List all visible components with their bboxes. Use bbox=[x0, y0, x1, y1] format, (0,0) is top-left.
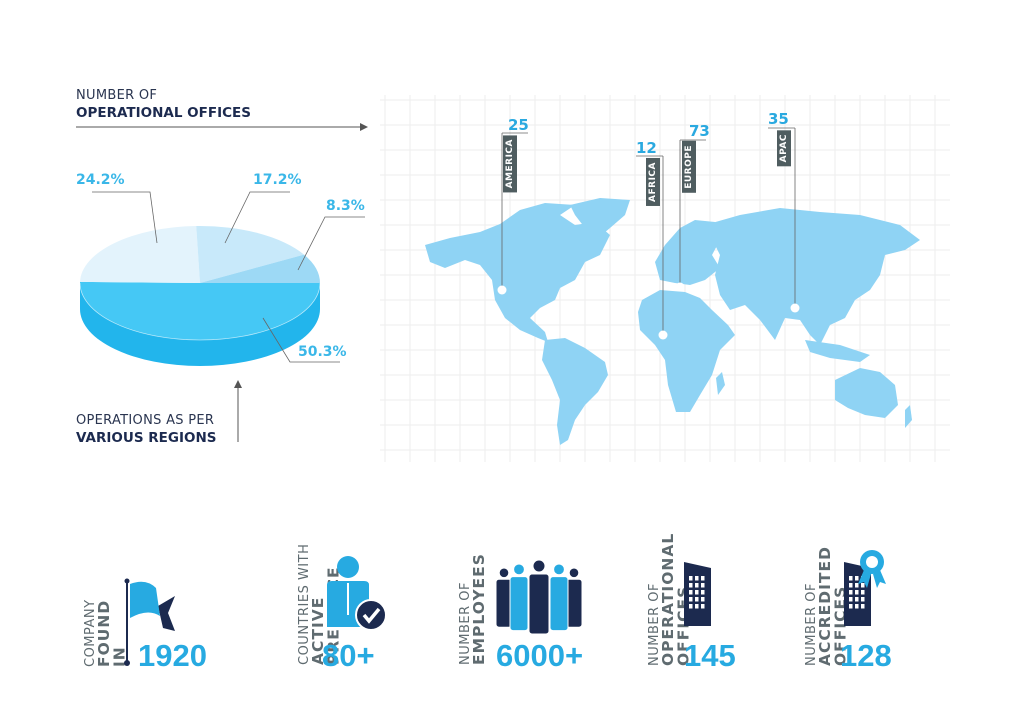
person-head bbox=[532, 560, 546, 573]
north-america bbox=[425, 203, 610, 342]
header-line2: OPERATIONAL OFFICES bbox=[76, 105, 251, 121]
person-head bbox=[568, 567, 580, 579]
building-window bbox=[855, 597, 859, 602]
up-arrow-head bbox=[234, 380, 242, 388]
region-label-africa: AFRICA bbox=[646, 158, 660, 206]
building-window bbox=[695, 583, 699, 588]
region-count-europe: 73 bbox=[689, 122, 710, 140]
region-pins bbox=[497, 127, 800, 340]
building-window bbox=[695, 576, 699, 581]
person-body bbox=[509, 576, 529, 632]
greenland bbox=[570, 198, 630, 238]
stat-value: 128 bbox=[840, 638, 892, 673]
continents bbox=[425, 198, 920, 445]
building-window bbox=[701, 576, 705, 581]
south-america bbox=[542, 338, 608, 445]
person-head bbox=[498, 567, 510, 579]
pie-label: 8.3% bbox=[326, 198, 365, 214]
caption-line1: OPERATIONS AS PER bbox=[76, 413, 215, 428]
building-window bbox=[861, 583, 865, 588]
stat-value: 80+ bbox=[322, 638, 375, 673]
pie-slice-side bbox=[80, 283, 320, 366]
person-body bbox=[549, 576, 569, 632]
pie-label: 17.2% bbox=[253, 172, 302, 188]
pie-leader-line bbox=[224, 191, 290, 244]
people-group-icon bbox=[495, 560, 583, 635]
person-check-icon bbox=[327, 556, 387, 631]
region-count-america: 25 bbox=[508, 116, 529, 134]
person-body bbox=[528, 573, 550, 635]
building-window bbox=[689, 583, 693, 588]
region-count-apac: 35 bbox=[768, 110, 789, 128]
region-label-apac: APAC bbox=[777, 130, 791, 167]
asia bbox=[705, 208, 920, 345]
building-window bbox=[701, 583, 705, 588]
pie-chart bbox=[79, 191, 365, 366]
building-window bbox=[695, 590, 699, 595]
southeast-asia-islands bbox=[805, 340, 870, 362]
pie-slice bbox=[200, 254, 320, 283]
pie-slice bbox=[196, 225, 305, 283]
stat-line2: EMPLOYEES bbox=[470, 553, 488, 665]
stat-value: 145 bbox=[684, 638, 736, 673]
stat-value: 6000+ bbox=[496, 638, 584, 673]
pie-slice bbox=[80, 226, 200, 283]
building-window bbox=[689, 590, 693, 595]
building-window bbox=[849, 604, 853, 609]
pin-dot bbox=[675, 282, 685, 292]
pin-dot bbox=[790, 303, 800, 313]
building-window bbox=[701, 604, 705, 609]
pie-leader-line bbox=[297, 216, 365, 271]
building-window bbox=[689, 576, 693, 581]
pie-leader-line bbox=[92, 191, 158, 244]
building-window bbox=[701, 597, 705, 602]
pin-dot bbox=[658, 330, 668, 340]
flag-icon bbox=[124, 578, 175, 666]
header-line1: NUMBER OF bbox=[76, 88, 158, 103]
building-window bbox=[855, 576, 859, 581]
building-window bbox=[695, 597, 699, 602]
building-window bbox=[855, 604, 859, 609]
new-zealand bbox=[905, 405, 912, 428]
building-window bbox=[689, 597, 693, 602]
pie-rim bbox=[79, 282, 321, 341]
building-window bbox=[861, 597, 865, 602]
pin-dot bbox=[497, 285, 507, 295]
europe bbox=[655, 220, 720, 285]
pie-label: 50.3% bbox=[298, 344, 347, 360]
region-label-america: AMERICA bbox=[503, 135, 517, 193]
building-window bbox=[861, 590, 865, 595]
building-window bbox=[701, 590, 705, 595]
region-label-europe: EUROPE bbox=[682, 141, 696, 193]
pie-leader-line bbox=[262, 317, 340, 363]
right-arrow-head bbox=[360, 123, 368, 131]
pie-slice bbox=[80, 281, 320, 340]
accredited-building-icon bbox=[844, 550, 886, 626]
building-window bbox=[849, 583, 853, 588]
region-count-africa: 12 bbox=[636, 139, 657, 157]
building-window bbox=[855, 583, 859, 588]
building-window bbox=[861, 604, 865, 609]
pie-label: 24.2% bbox=[76, 172, 125, 188]
building-window bbox=[689, 604, 693, 609]
australia bbox=[835, 368, 898, 418]
world-map bbox=[380, 95, 950, 462]
building-window bbox=[849, 576, 853, 581]
building-window bbox=[695, 604, 699, 609]
madagascar bbox=[716, 372, 725, 395]
building-window bbox=[849, 597, 853, 602]
person-head bbox=[513, 563, 525, 576]
building-window bbox=[855, 590, 859, 595]
stat-value: 1920 bbox=[138, 638, 207, 673]
africa bbox=[638, 290, 735, 412]
caption-line2: VARIOUS REGIONS bbox=[76, 430, 217, 446]
building-icon bbox=[684, 562, 711, 626]
building-window bbox=[849, 590, 853, 595]
person-head bbox=[553, 563, 565, 576]
